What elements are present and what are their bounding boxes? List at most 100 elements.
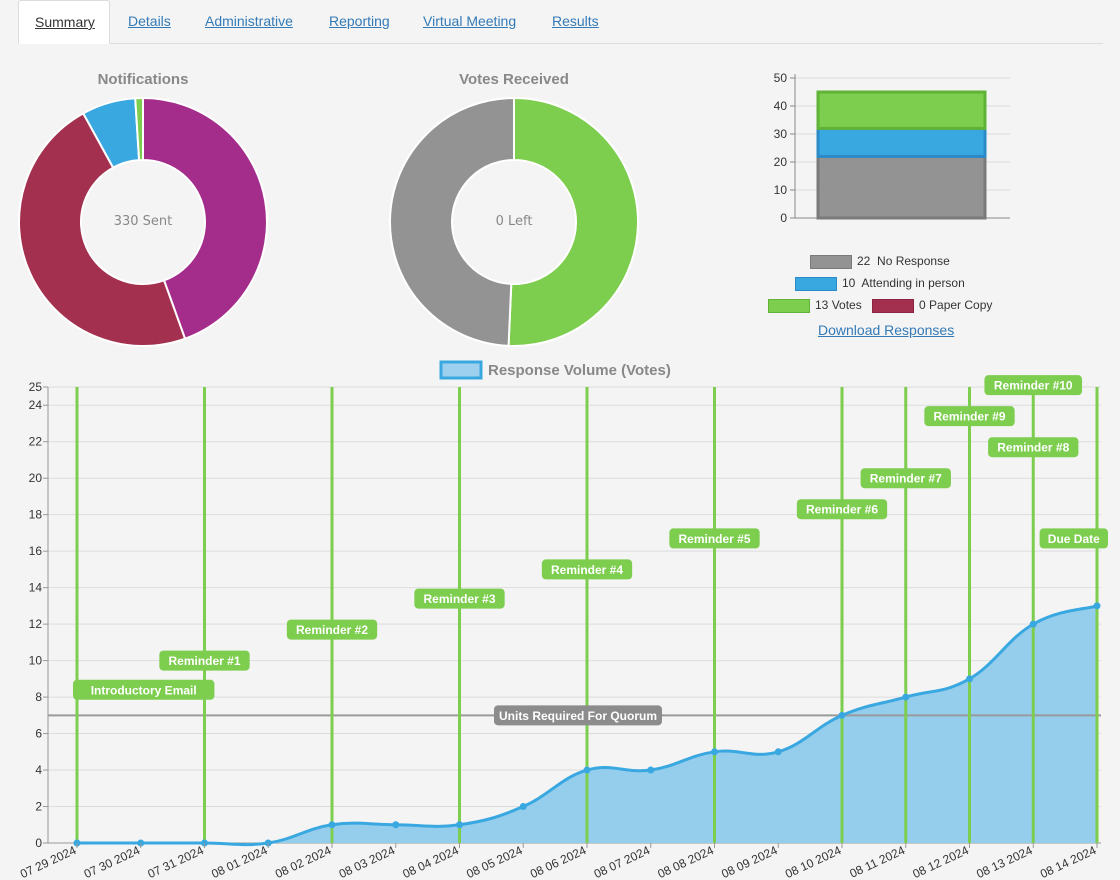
votes-slice-1	[389, 97, 515, 347]
event-label-7: Reminder #7	[870, 472, 942, 486]
votes-received-center-label: 0 Left	[495, 214, 533, 229]
data-point	[328, 821, 336, 829]
event-label-box-1	[159, 650, 250, 671]
legend-count: 13	[815, 298, 829, 312]
tab-details[interactable]: Details	[128, 13, 171, 29]
y-tick-label: 18	[29, 508, 43, 522]
legend-attending: 10 Attending in person	[795, 275, 965, 291]
legend-swatch	[768, 298, 810, 313]
data-point	[519, 803, 527, 811]
x-tick-label: 08 05 2024	[464, 843, 525, 880]
event-label-8: Reminder #8	[997, 441, 1069, 455]
y-tick-label: 0	[35, 836, 42, 850]
data-point	[392, 821, 400, 829]
legend-label: No Response	[877, 254, 950, 268]
event-label-0: Introductory Email	[91, 683, 197, 697]
event-label-9: Reminder #9	[933, 410, 1005, 424]
responses-stacked-bar: 0 10 20 30 40 50	[774, 71, 1010, 225]
download-responses-link[interactable]: Download Responses	[818, 322, 955, 338]
x-tick-label: 08 10 2024	[783, 843, 844, 880]
legend-votes: 13 Votes	[768, 297, 862, 313]
y-tick-label: 4	[35, 763, 42, 777]
quorum-label-box	[494, 705, 662, 726]
x-tick-label: 08 07 2024	[592, 843, 653, 880]
event-label-1: Reminder #1	[168, 654, 240, 668]
volume-legend-swatch	[439, 360, 483, 380]
event-label-3: Reminder #3	[423, 592, 495, 606]
y-tick-label: 20	[774, 155, 788, 169]
response-volume-chart: Response Volume (Votes)02468101214161820…	[18, 360, 1108, 880]
volume-chart-title: Response Volume (Votes)	[488, 362, 671, 379]
y-tick-label: 30	[774, 127, 788, 141]
y-tick-label: 12	[29, 617, 43, 631]
event-label-box-0	[73, 679, 215, 700]
data-point	[966, 675, 973, 683]
x-tick-label: 08 02 2024	[273, 843, 334, 880]
legend-swatch	[795, 276, 837, 291]
event-label-box-7	[860, 468, 951, 489]
event-label-box-6	[796, 499, 888, 520]
tab-results[interactable]: Results	[552, 13, 599, 29]
data-point	[902, 693, 910, 701]
data-point	[774, 748, 782, 756]
votes-received-donut	[389, 97, 639, 347]
x-tick-label: 08 13 2024	[974, 843, 1035, 880]
notifications-slice-0	[142, 97, 268, 340]
y-tick-label: 8	[35, 690, 42, 704]
x-tick-label: 08 01 2024	[209, 843, 270, 880]
tab-administrative[interactable]: Administrative	[205, 13, 293, 29]
y-tick-label: 22	[29, 435, 43, 449]
event-label-box-8	[988, 437, 1079, 458]
x-tick-label: 08 04 2024	[400, 843, 461, 880]
event-label-box-9	[924, 406, 1015, 427]
legend-swatch	[810, 254, 852, 269]
y-tick-label: 24	[29, 398, 43, 412]
x-tick-label: 07 30 2024	[82, 843, 143, 880]
legend-paper-copy: 0 Paper Copy	[872, 297, 992, 313]
y-tick-label: 0	[780, 211, 787, 225]
event-label-4: Reminder #4	[551, 563, 623, 577]
legend-count: 22	[857, 254, 871, 268]
volume-line	[76, 604, 1098, 847]
notifications-center-label: 330 Sent	[113, 214, 173, 229]
stack-segment-2	[816, 90, 987, 130]
data-point	[647, 766, 655, 774]
notifications-slice-1	[18, 111, 187, 347]
y-tick-label: 50	[774, 71, 788, 85]
x-tick-label: 08 06 2024	[528, 843, 589, 880]
event-label-box-4	[541, 559, 633, 580]
votes-received-title: Votes Received	[459, 71, 569, 88]
tab-bar: Summary Details Administrative Reporting…	[18, 0, 1103, 44]
y-tick-label: 10	[774, 183, 788, 197]
event-label-box-2	[286, 619, 378, 640]
legend-label: Paper Copy	[929, 298, 993, 312]
tab-reporting[interactable]: Reporting	[329, 13, 390, 29]
x-tick-label: 08 11 2024	[847, 843, 907, 880]
y-tick-label: 2	[35, 800, 42, 814]
tab-summary[interactable]: Summary	[18, 0, 110, 44]
y-tick-label: 40	[774, 99, 788, 113]
event-label-5: Reminder #5	[678, 532, 750, 546]
y-tick-label: 25	[29, 380, 43, 394]
notifications-slice-3	[134, 97, 144, 162]
data-point	[583, 766, 591, 774]
event-label-11: Due Date	[1048, 532, 1100, 546]
x-tick-label: 08 14 2024	[1038, 843, 1099, 880]
event-label-box-10	[984, 375, 1083, 396]
event-label-box-3	[414, 588, 505, 609]
data-point	[1029, 620, 1037, 628]
legend-count: 0	[919, 298, 926, 312]
data-point	[838, 711, 846, 719]
x-tick-label: 08 09 2024	[719, 843, 780, 880]
data-point	[1093, 602, 1101, 610]
legend-no-response: 22 No Response	[810, 253, 950, 269]
tab-virtual-meeting[interactable]: Virtual Meeting	[423, 13, 517, 29]
event-label-10: Reminder #10	[994, 379, 1073, 393]
y-tick-label: 16	[29, 544, 43, 558]
event-label-6: Reminder #6	[806, 503, 878, 517]
votes-slice-0	[507, 97, 639, 347]
stack-segment-0	[816, 154, 987, 220]
y-tick-label: 10	[29, 654, 43, 668]
data-point	[456, 821, 463, 829]
x-tick-label: 08 03 2024	[337, 843, 398, 880]
